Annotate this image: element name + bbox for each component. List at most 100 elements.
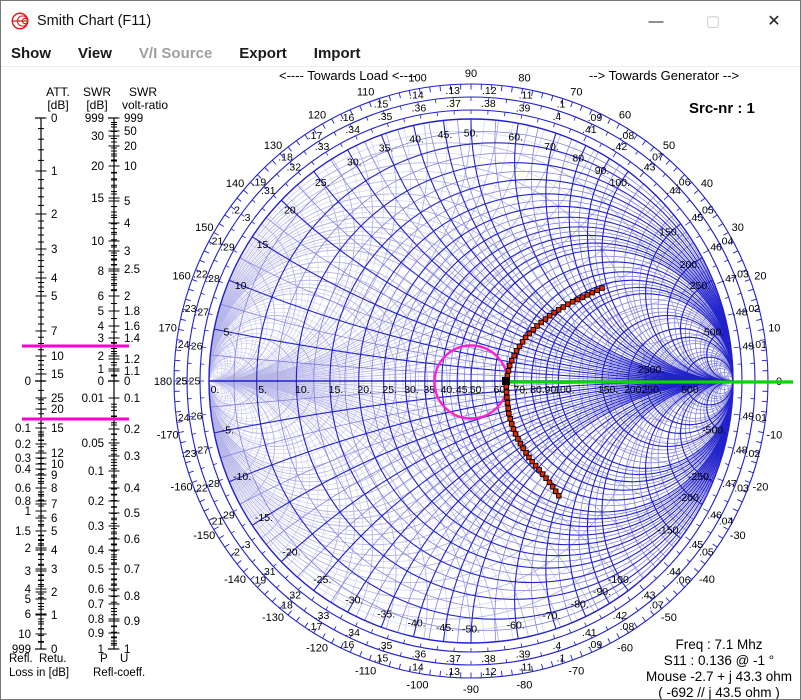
svg-text:.09: .09 <box>588 112 603 124</box>
svg-text:0.4: 0.4 <box>88 545 105 557</box>
svg-text:-80: -80 <box>517 679 533 691</box>
svg-text:60.: 60. <box>508 132 523 144</box>
svg-text:9: 9 <box>51 470 57 482</box>
svg-text:0.3: 0.3 <box>124 451 140 463</box>
svg-text:.26: .26 <box>188 341 203 353</box>
towards-generator-label: --> Towards Generator --> <box>589 68 740 83</box>
svg-text:SWR: SWR <box>129 85 157 99</box>
svg-text:.48: .48 <box>733 445 748 457</box>
svg-text:2: 2 <box>25 543 31 555</box>
svg-text:.18: .18 <box>278 600 293 612</box>
svg-text:45.: 45. <box>438 129 453 141</box>
svg-text:.4: .4 <box>553 640 562 652</box>
svg-text:25.: 25. <box>382 384 397 396</box>
svg-text:3: 3 <box>98 333 104 345</box>
svg-text:4: 4 <box>98 321 105 333</box>
svg-text:2: 2 <box>124 291 130 303</box>
svg-text:30.: 30. <box>347 157 362 169</box>
svg-text:90.: 90. <box>595 165 610 177</box>
svg-text:0.5: 0.5 <box>88 564 104 576</box>
menu-item-v-i-source: V/I Source <box>138 45 213 62</box>
svg-text:.3: .3 <box>242 212 251 224</box>
svg-text:30.: 30. <box>404 384 419 396</box>
svg-text:.15: .15 <box>374 652 389 664</box>
svg-text:20: 20 <box>124 141 137 153</box>
svg-text:3: 3 <box>25 566 31 578</box>
svg-text:[dB]: [dB] <box>47 98 68 112</box>
svg-text:.29: .29 <box>220 509 235 521</box>
svg-text:6: 6 <box>51 513 57 525</box>
towards-load-label: <---- Towards Load <---- <box>279 68 417 83</box>
svg-text:0.01: 0.01 <box>82 393 104 405</box>
svg-text:15.: 15. <box>257 239 272 251</box>
svg-text:0.1: 0.1 <box>124 393 140 405</box>
menu-item-export[interactable]: Export <box>239 45 287 62</box>
svg-text:0: 0 <box>25 376 31 388</box>
svg-text:.22: .22 <box>193 483 208 495</box>
svg-text:0.1: 0.1 <box>88 466 104 478</box>
svg-text:20: 20 <box>51 404 64 416</box>
svg-text:10: 10 <box>18 629 31 641</box>
svg-text:.47: .47 <box>722 478 737 490</box>
svg-text:60: 60 <box>619 109 631 121</box>
maximize-button[interactable]: ▢ <box>705 13 721 30</box>
svg-text:150.: 150. <box>659 227 679 239</box>
minimize-button[interactable]: — <box>648 12 664 30</box>
svg-text:.04: .04 <box>719 235 734 247</box>
svg-text:.2: .2 <box>231 547 240 559</box>
svg-text:-160: -160 <box>171 481 193 493</box>
svg-text:1: 1 <box>25 506 31 518</box>
menu-item-show[interactable]: Show <box>11 45 51 62</box>
svg-text:80.: 80. <box>572 153 587 165</box>
menu-item-import[interactable]: Import <box>313 45 361 62</box>
svg-text:.47: .47 <box>722 273 737 285</box>
svg-text:8: 8 <box>51 483 57 495</box>
svg-text:1: 1 <box>51 166 57 178</box>
svg-text:130: 130 <box>264 140 282 152</box>
svg-text:.06: .06 <box>676 176 691 188</box>
frequency-readout: Freq : 7.1 Mhz <box>675 637 763 652</box>
svg-text:6: 6 <box>98 291 104 303</box>
svg-text:4: 4 <box>51 273 58 285</box>
svg-text:.02: .02 <box>746 303 761 315</box>
svg-text:-140: -140 <box>224 574 246 586</box>
svg-text:0.3: 0.3 <box>15 453 31 465</box>
svg-text:50: 50 <box>663 140 675 152</box>
svg-text:2: 2 <box>98 351 104 363</box>
svg-text:.46: .46 <box>707 242 722 254</box>
svg-text:1: 1 <box>124 644 130 656</box>
svg-text:999: 999 <box>124 113 143 125</box>
svg-text:-25.: -25. <box>313 574 331 586</box>
svg-text:1.8: 1.8 <box>124 306 140 318</box>
svg-text:0.8: 0.8 <box>15 496 31 508</box>
svg-text:500.: 500. <box>681 384 701 396</box>
menu-item-view[interactable]: View <box>78 45 112 62</box>
svg-text:-150.: -150. <box>657 524 681 536</box>
svg-text:999: 999 <box>85 113 104 125</box>
svg-text:.06: .06 <box>676 575 691 587</box>
close-button[interactable]: ✕ <box>767 13 781 30</box>
svg-text:.03: .03 <box>734 483 749 495</box>
window-title: Smith Chart (F11) <box>37 13 152 29</box>
svg-text:.39: .39 <box>516 102 531 114</box>
svg-text:.22: .22 <box>193 268 208 280</box>
svg-text:80.: 80. <box>530 384 545 396</box>
svg-text:150: 150 <box>195 222 213 234</box>
svg-text:0: 0 <box>51 113 57 125</box>
svg-text:15: 15 <box>91 193 104 205</box>
svg-text:.45: .45 <box>689 212 704 224</box>
svg-text:-200.: -200. <box>678 492 702 504</box>
svg-text:.32: .32 <box>286 161 301 173</box>
svg-text:-20: -20 <box>752 481 768 493</box>
svg-text:.32: .32 <box>286 590 301 602</box>
svg-text:.14: .14 <box>409 90 424 102</box>
svg-text:.08: .08 <box>620 621 635 633</box>
svg-text:0.8: 0.8 <box>124 591 140 603</box>
svg-text:.34: .34 <box>345 627 360 639</box>
svg-text:70.: 70. <box>513 384 528 396</box>
svg-text:-70.: -70. <box>542 610 560 622</box>
svg-text:.05: .05 <box>699 547 714 559</box>
svg-text:0.9: 0.9 <box>124 616 140 628</box>
svg-text:0.7: 0.7 <box>88 599 104 611</box>
